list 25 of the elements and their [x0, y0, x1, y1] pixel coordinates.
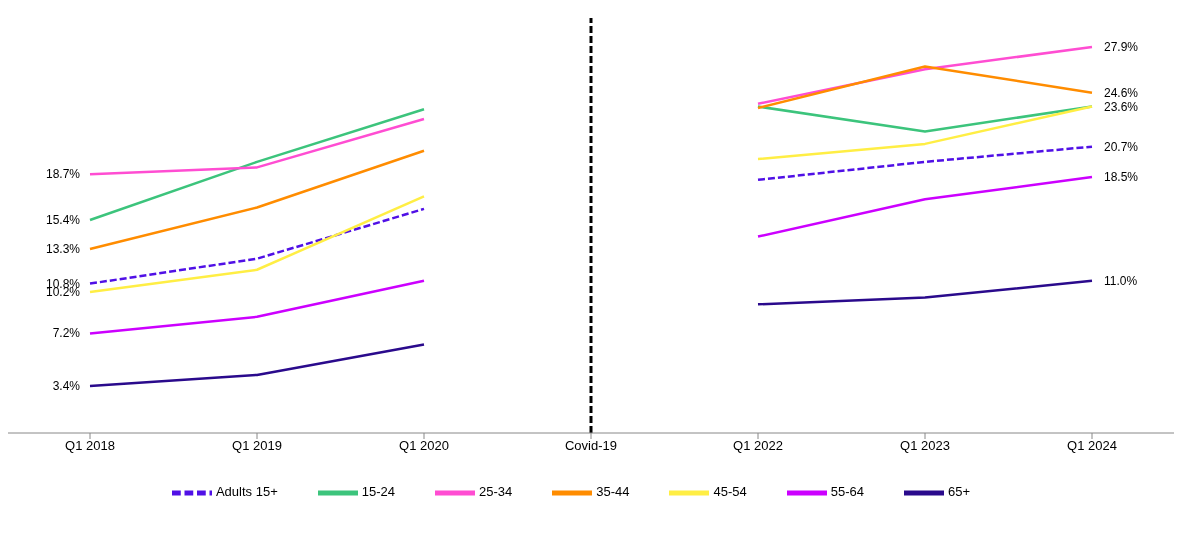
data-label: 18.7% — [45, 167, 81, 182]
data-label: 23.6% — [1104, 99, 1139, 114]
x-tick-label: Covid-19 — [564, 438, 618, 454]
x-tick-label: Q1 2019 — [232, 438, 282, 454]
data-label: 13.3% — [45, 242, 81, 257]
legend-label: 65+ — [947, 484, 971, 500]
x-tick-label: Q1 2024 — [1067, 438, 1117, 454]
x-tick-label: Q1 2023 — [900, 438, 950, 454]
data-label: 20.7% — [1104, 139, 1139, 154]
data-label: 24.6% — [1104, 85, 1139, 100]
x-tick-label: Q1 2022 — [733, 438, 783, 454]
data-label: 7.2% — [52, 326, 81, 341]
x-tick-label: Q1 2018 — [65, 438, 115, 454]
data-label: 11.0% — [1104, 273, 1138, 288]
x-tick-label: Q1 2020 — [399, 438, 449, 454]
legend-label: 45-54 — [713, 484, 747, 500]
legend-label: 35-44 — [596, 484, 630, 500]
legend-label: 55-64 — [830, 484, 864, 500]
data-label: 15.4% — [45, 212, 81, 227]
legend-label: Adults 15+ — [215, 484, 278, 500]
legend-label: 25-34 — [478, 484, 513, 500]
data-label: 27.9% — [1104, 40, 1139, 55]
legend-label: 15-24 — [361, 484, 395, 500]
data-label: 3.4% — [52, 378, 81, 393]
data-label: 18.5% — [1104, 170, 1139, 185]
